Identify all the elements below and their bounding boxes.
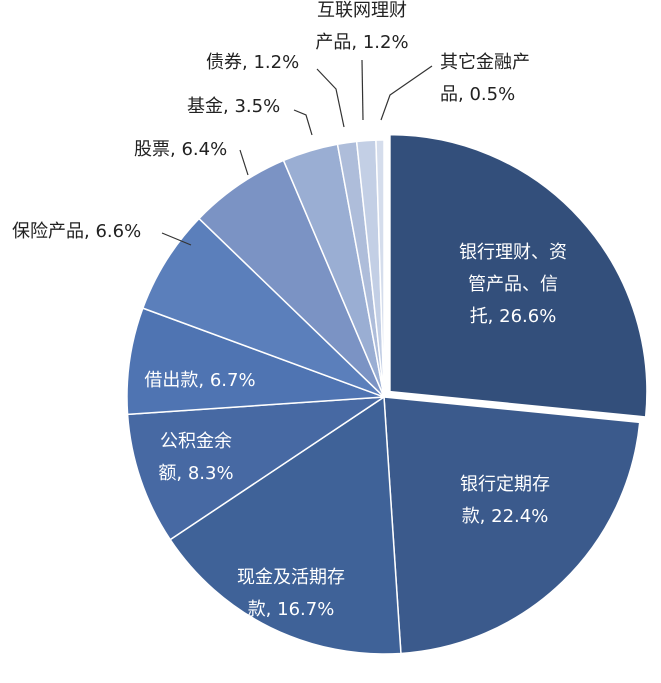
slice-label-line: 债券, 1.2% [206, 52, 299, 73]
slice-label: 保险产品, 6.6% [12, 221, 141, 242]
slice-label: 债券, 1.2% [206, 52, 299, 73]
slice-label-line: 互联网理财 [317, 0, 407, 21]
slice-label-line: 保险产品, 6.6% [12, 221, 141, 242]
slice-label-line: 借出款, 6.7% [144, 370, 255, 391]
leader-line [239, 149, 249, 176]
leader-line [316, 68, 345, 128]
pie-slice [126, 307, 385, 416]
slice-label: 现金及活期存款, 16.7% [237, 567, 345, 620]
slice-label: 基金, 3.5% [187, 96, 280, 117]
slice-label-line: 银行定期存 [460, 474, 550, 495]
slice-label-line: 股票, 6.4% [134, 139, 227, 160]
pie-slice [169, 396, 402, 655]
leader-lines [161, 59, 433, 246]
slice-label-line: 额, 8.3% [158, 463, 233, 484]
pie-slice [126, 396, 385, 541]
slice-label: 银行理财、资管产品、信托, 26.6% [459, 242, 567, 327]
leader-line [161, 232, 192, 246]
slice-label: 借出款, 6.7% [144, 370, 255, 391]
pie-slices [126, 133, 648, 655]
slice-label-line: 产品, 1.2% [315, 32, 408, 53]
slice-label-line: 公积金余 [160, 431, 232, 452]
slice-label: 互联网理财产品, 1.2% [315, 0, 408, 53]
pie-slice [389, 133, 648, 418]
leader-line [380, 65, 433, 121]
leader-line [293, 109, 313, 136]
slice-label-line: 基金, 3.5% [187, 96, 280, 117]
slice-label-line: 银行理财、资 [459, 242, 567, 263]
pie-slice [383, 396, 641, 655]
slice-labels: 银行理财、资管产品、信托, 26.6%银行定期存款, 22.4%现金及活期存款,… [12, 0, 567, 620]
slice-label: 其它金融产品, 0.5% [440, 52, 530, 105]
slice-label-line: 现金及活期存 [237, 567, 345, 588]
slice-label-line: 款, 16.7% [248, 599, 335, 620]
slice-label-line: 管产品、信 [468, 274, 558, 295]
slice-label-line: 其它金融产 [440, 52, 530, 73]
pie-slice [375, 139, 385, 398]
slice-label-line: 款, 22.4% [462, 506, 549, 527]
slice-label-line: 托, 26.6% [470, 306, 557, 327]
slice-label-line: 品, 0.5% [440, 84, 515, 105]
slice-label: 股票, 6.4% [134, 139, 227, 160]
slice-label: 公积金余额, 8.3% [158, 431, 233, 484]
leader-line [361, 59, 364, 121]
slice-label: 银行定期存款, 22.4% [460, 474, 550, 527]
